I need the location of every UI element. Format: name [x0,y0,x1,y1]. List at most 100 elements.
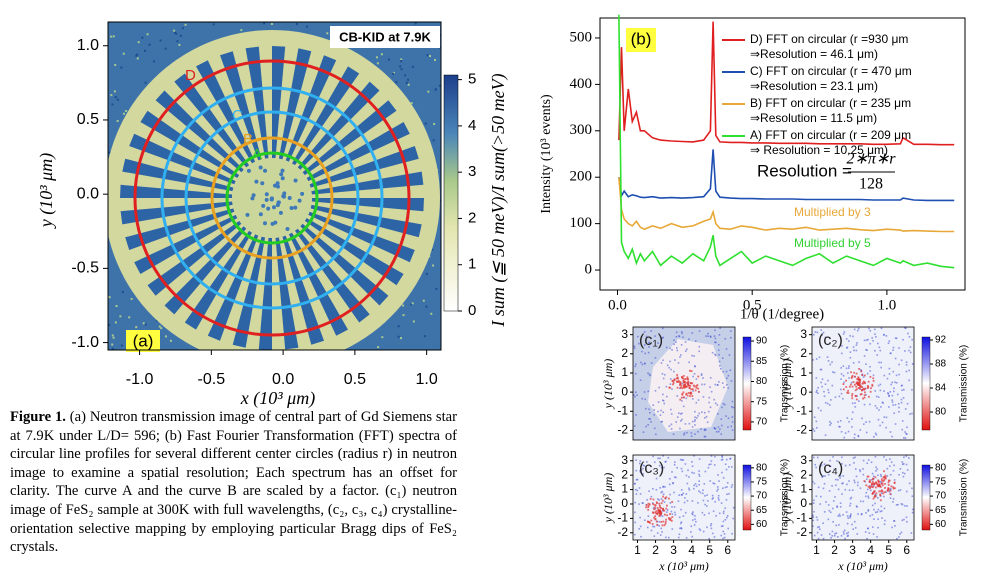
pixel [704,495,706,497]
pixel [683,378,686,381]
speckle [130,297,133,300]
pixel [905,370,908,373]
pixel [847,517,850,519]
pixel [881,517,883,519]
pixel [694,515,696,517]
pixel [839,502,842,504]
pixel [880,473,882,476]
pixel [661,524,664,527]
pixel [856,378,859,380]
colorbar-tick-label: 1 [468,256,476,273]
pixel [845,338,848,340]
pixel [688,489,691,491]
pixel [910,532,913,534]
pixel [642,464,645,467]
pixel [708,512,710,515]
colorbar-tick-label: 2 [468,209,476,226]
pixel [863,388,866,391]
pixel [906,426,908,429]
speckle [266,206,271,211]
speckle [435,88,438,91]
pixel [833,371,836,374]
pixel [669,347,671,350]
pixel [880,489,883,492]
pixel [702,396,705,398]
star-spoke [294,228,370,323]
pixel [820,409,822,412]
pixel [714,383,717,386]
pixel [709,406,712,409]
pixel [704,417,706,419]
speckle [426,54,429,57]
pixel [900,398,903,401]
pixel [861,382,864,385]
speckle [269,197,274,202]
pixel [866,387,869,389]
star-spoke [272,46,286,159]
pixel [699,491,702,494]
pixel [703,514,706,516]
speckle [262,221,267,226]
pixel [693,455,695,457]
pixel [889,493,892,495]
pixel [876,468,879,471]
pixel [867,338,869,341]
pixel [825,501,827,503]
pixel [840,373,843,375]
pixel [812,456,815,459]
pixel [848,377,850,379]
speckle [122,112,125,115]
pixel [718,343,720,346]
pixel [727,374,730,377]
pixel [826,356,829,358]
pixel [718,499,720,501]
pixel [849,497,852,500]
pixel [659,506,662,509]
pixel [885,426,887,429]
pixel [888,340,891,342]
pixel [846,522,849,525]
pixel [654,511,657,514]
pixel [675,380,678,383]
pixel [639,516,641,519]
pixel [639,470,641,472]
pixel [640,469,643,471]
pixel [856,506,858,508]
pixel [633,394,635,396]
speckle [411,302,414,305]
speckle [405,81,408,84]
pixel [890,461,893,463]
pixel [852,335,854,338]
pixel [719,327,721,329]
colorbar-tick-label: 60 [935,519,947,530]
pixel [669,383,672,386]
pixel [812,519,815,522]
pixel [816,531,819,534]
pixel [846,417,849,419]
pixel [906,505,908,507]
pixel [668,483,671,486]
pixel [892,486,894,489]
pixel [677,379,680,382]
pixel [903,456,905,459]
colorbar-label: Transmission (%) [780,345,791,422]
colorbar-tick-label: 85 [756,356,768,367]
pixel [680,354,682,356]
speckle [285,226,290,231]
pixel [883,507,886,510]
pixel [702,499,705,502]
annotation: 128 [859,176,883,193]
pixel [691,382,694,385]
pixel [840,388,842,391]
speckle [120,66,123,69]
pixel [865,484,868,487]
pixel [680,396,683,399]
pixel [862,468,864,470]
pixel [729,369,732,372]
pixel [873,435,875,438]
pixel [859,469,861,471]
pixel [861,389,863,392]
speckle [116,98,119,101]
profile-circle [210,136,334,260]
pixel [876,482,878,485]
